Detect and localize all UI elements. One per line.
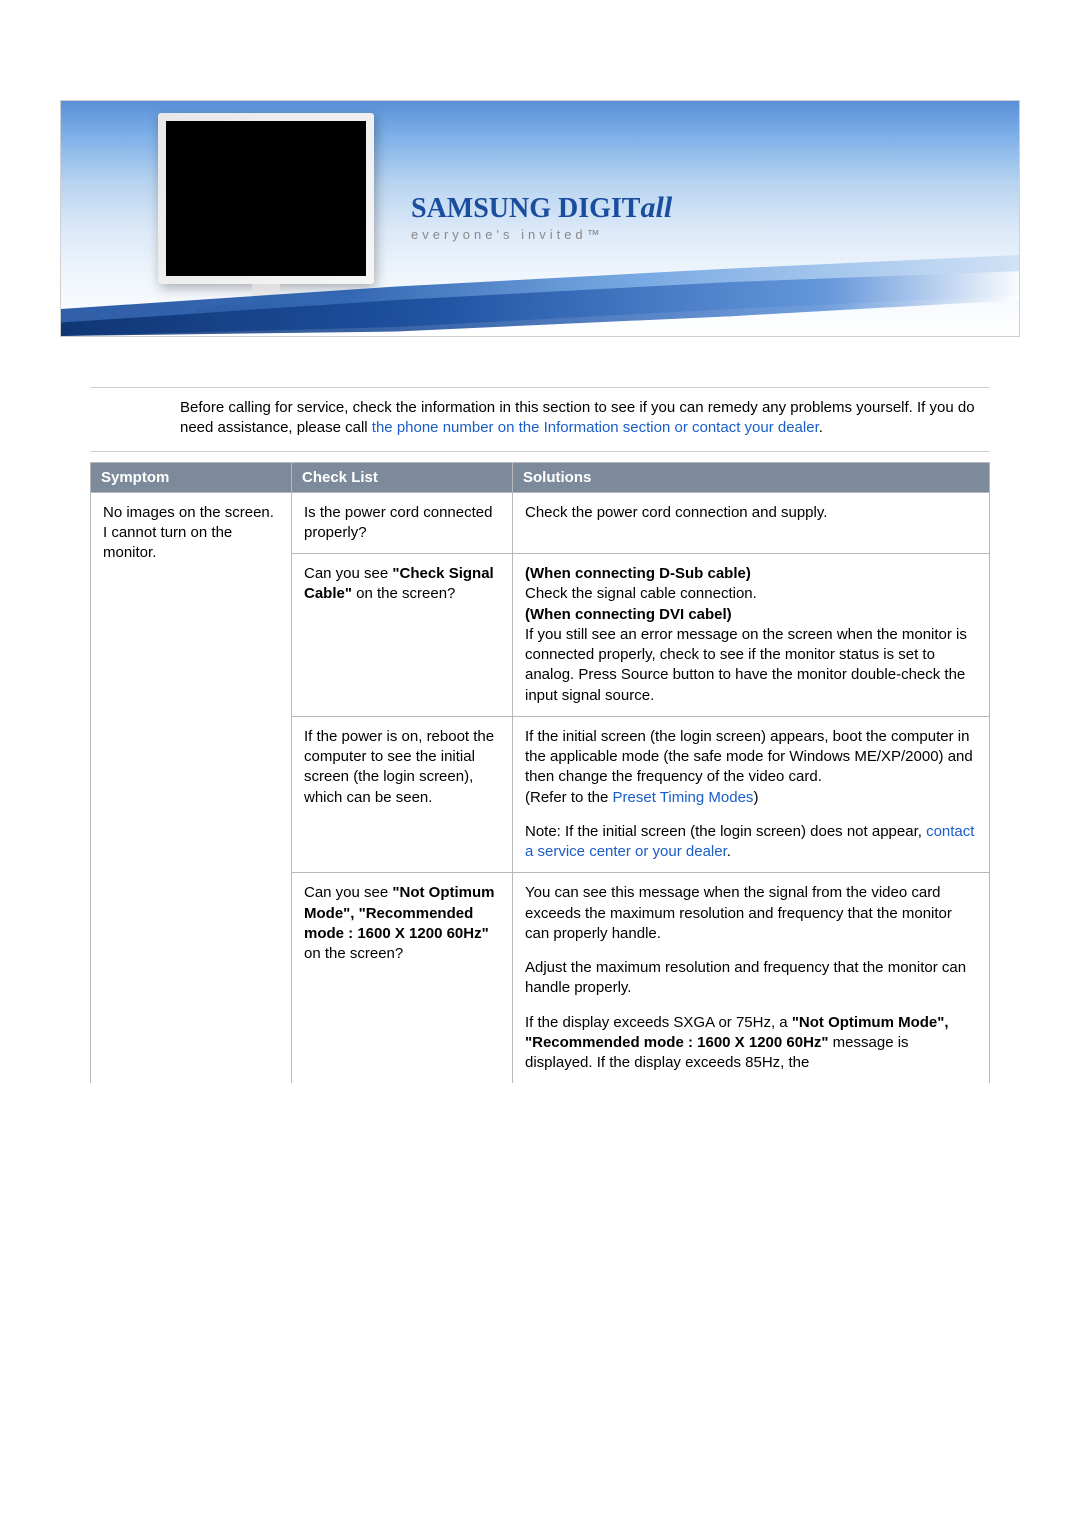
text: If the initial screen (the login screen)… bbox=[525, 728, 973, 786]
cell-symptom: No images on the screen. I cannot turn o… bbox=[91, 492, 292, 1083]
text: . bbox=[727, 843, 731, 860]
preset-timing-link[interactable]: Preset Timing Modes bbox=[613, 789, 754, 806]
table-wrap: Symptom Check List Solutions No images o… bbox=[90, 462, 990, 1084]
text: ) bbox=[753, 789, 758, 806]
table-header-row: Symptom Check List Solutions bbox=[91, 462, 990, 492]
cell-check: Can you see "Check Signal Cable" on the … bbox=[292, 554, 513, 717]
brand-main: SAMSUNG DIGIT bbox=[411, 193, 640, 224]
text: If you still see an error message on the… bbox=[525, 626, 967, 704]
text: If the display exceeds SXGA or 75Hz, a bbox=[525, 1014, 792, 1031]
text: Can you see bbox=[304, 884, 392, 901]
text: Can you see bbox=[304, 565, 392, 582]
brand-text: SAMSUNG DIGITall bbox=[411, 191, 672, 225]
text-bold: (When connecting DVI cabel) bbox=[525, 606, 732, 623]
th-check: Check List bbox=[292, 462, 513, 492]
table-row: No images on the screen. I cannot turn o… bbox=[91, 492, 990, 554]
cell-solution: If the initial screen (the login screen)… bbox=[513, 716, 990, 873]
brand-block: SAMSUNG DIGITall everyone's invited™ bbox=[411, 191, 672, 242]
content: Before calling for service, check the in… bbox=[90, 398, 990, 439]
th-symptom: Symptom bbox=[91, 462, 292, 492]
cell-solution: Check the power cord connection and supp… bbox=[513, 492, 990, 554]
cell-check: Can you see "Not Optimum Mode", "Recomme… bbox=[292, 873, 513, 1084]
cell-check: Is the power cord connected properly? bbox=[292, 492, 513, 554]
troubleshoot-table: Symptom Check List Solutions No images o… bbox=[90, 462, 990, 1084]
page: SAMSUNG DIGITall everyone's invited™ Bef… bbox=[0, 100, 1080, 1123]
text: Note: If the initial screen (the login s… bbox=[525, 823, 926, 840]
cell-solution: (When connecting D-Sub cable) Check the … bbox=[513, 554, 990, 717]
text: Adjust the maximum resolution and freque… bbox=[525, 959, 966, 996]
brand-script: all bbox=[640, 191, 672, 224]
cell-check: If the power is on, reboot the computer … bbox=[292, 716, 513, 873]
text: on the screen? bbox=[304, 945, 403, 962]
text: You can see this message when the signal… bbox=[525, 884, 952, 942]
intro-text-end: . bbox=[819, 419, 823, 436]
text: (Refer to the bbox=[525, 789, 613, 806]
text: on the screen? bbox=[352, 585, 455, 602]
th-solutions: Solutions bbox=[513, 462, 990, 492]
text-bold: (When connecting D-Sub cable) bbox=[525, 565, 751, 582]
cell-solution: You can see this message when the signal… bbox=[513, 873, 990, 1084]
brand-tagline: everyone's invited™ bbox=[411, 227, 672, 242]
divider-top bbox=[90, 387, 990, 388]
divider-bottom bbox=[90, 451, 990, 452]
banner: SAMSUNG DIGITall everyone's invited™ bbox=[60, 100, 1020, 337]
intro-link[interactable]: the phone number on the Information sect… bbox=[372, 419, 819, 436]
intro-paragraph: Before calling for service, check the in… bbox=[180, 398, 990, 439]
text: Check the signal cable connection. bbox=[525, 585, 757, 602]
